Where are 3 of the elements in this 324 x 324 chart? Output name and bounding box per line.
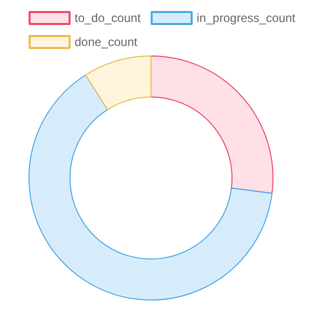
legend-label: done_count	[74, 35, 138, 49]
legend-label: to_do_count	[74, 11, 142, 25]
legend-label: in_progress_count	[196, 11, 296, 25]
